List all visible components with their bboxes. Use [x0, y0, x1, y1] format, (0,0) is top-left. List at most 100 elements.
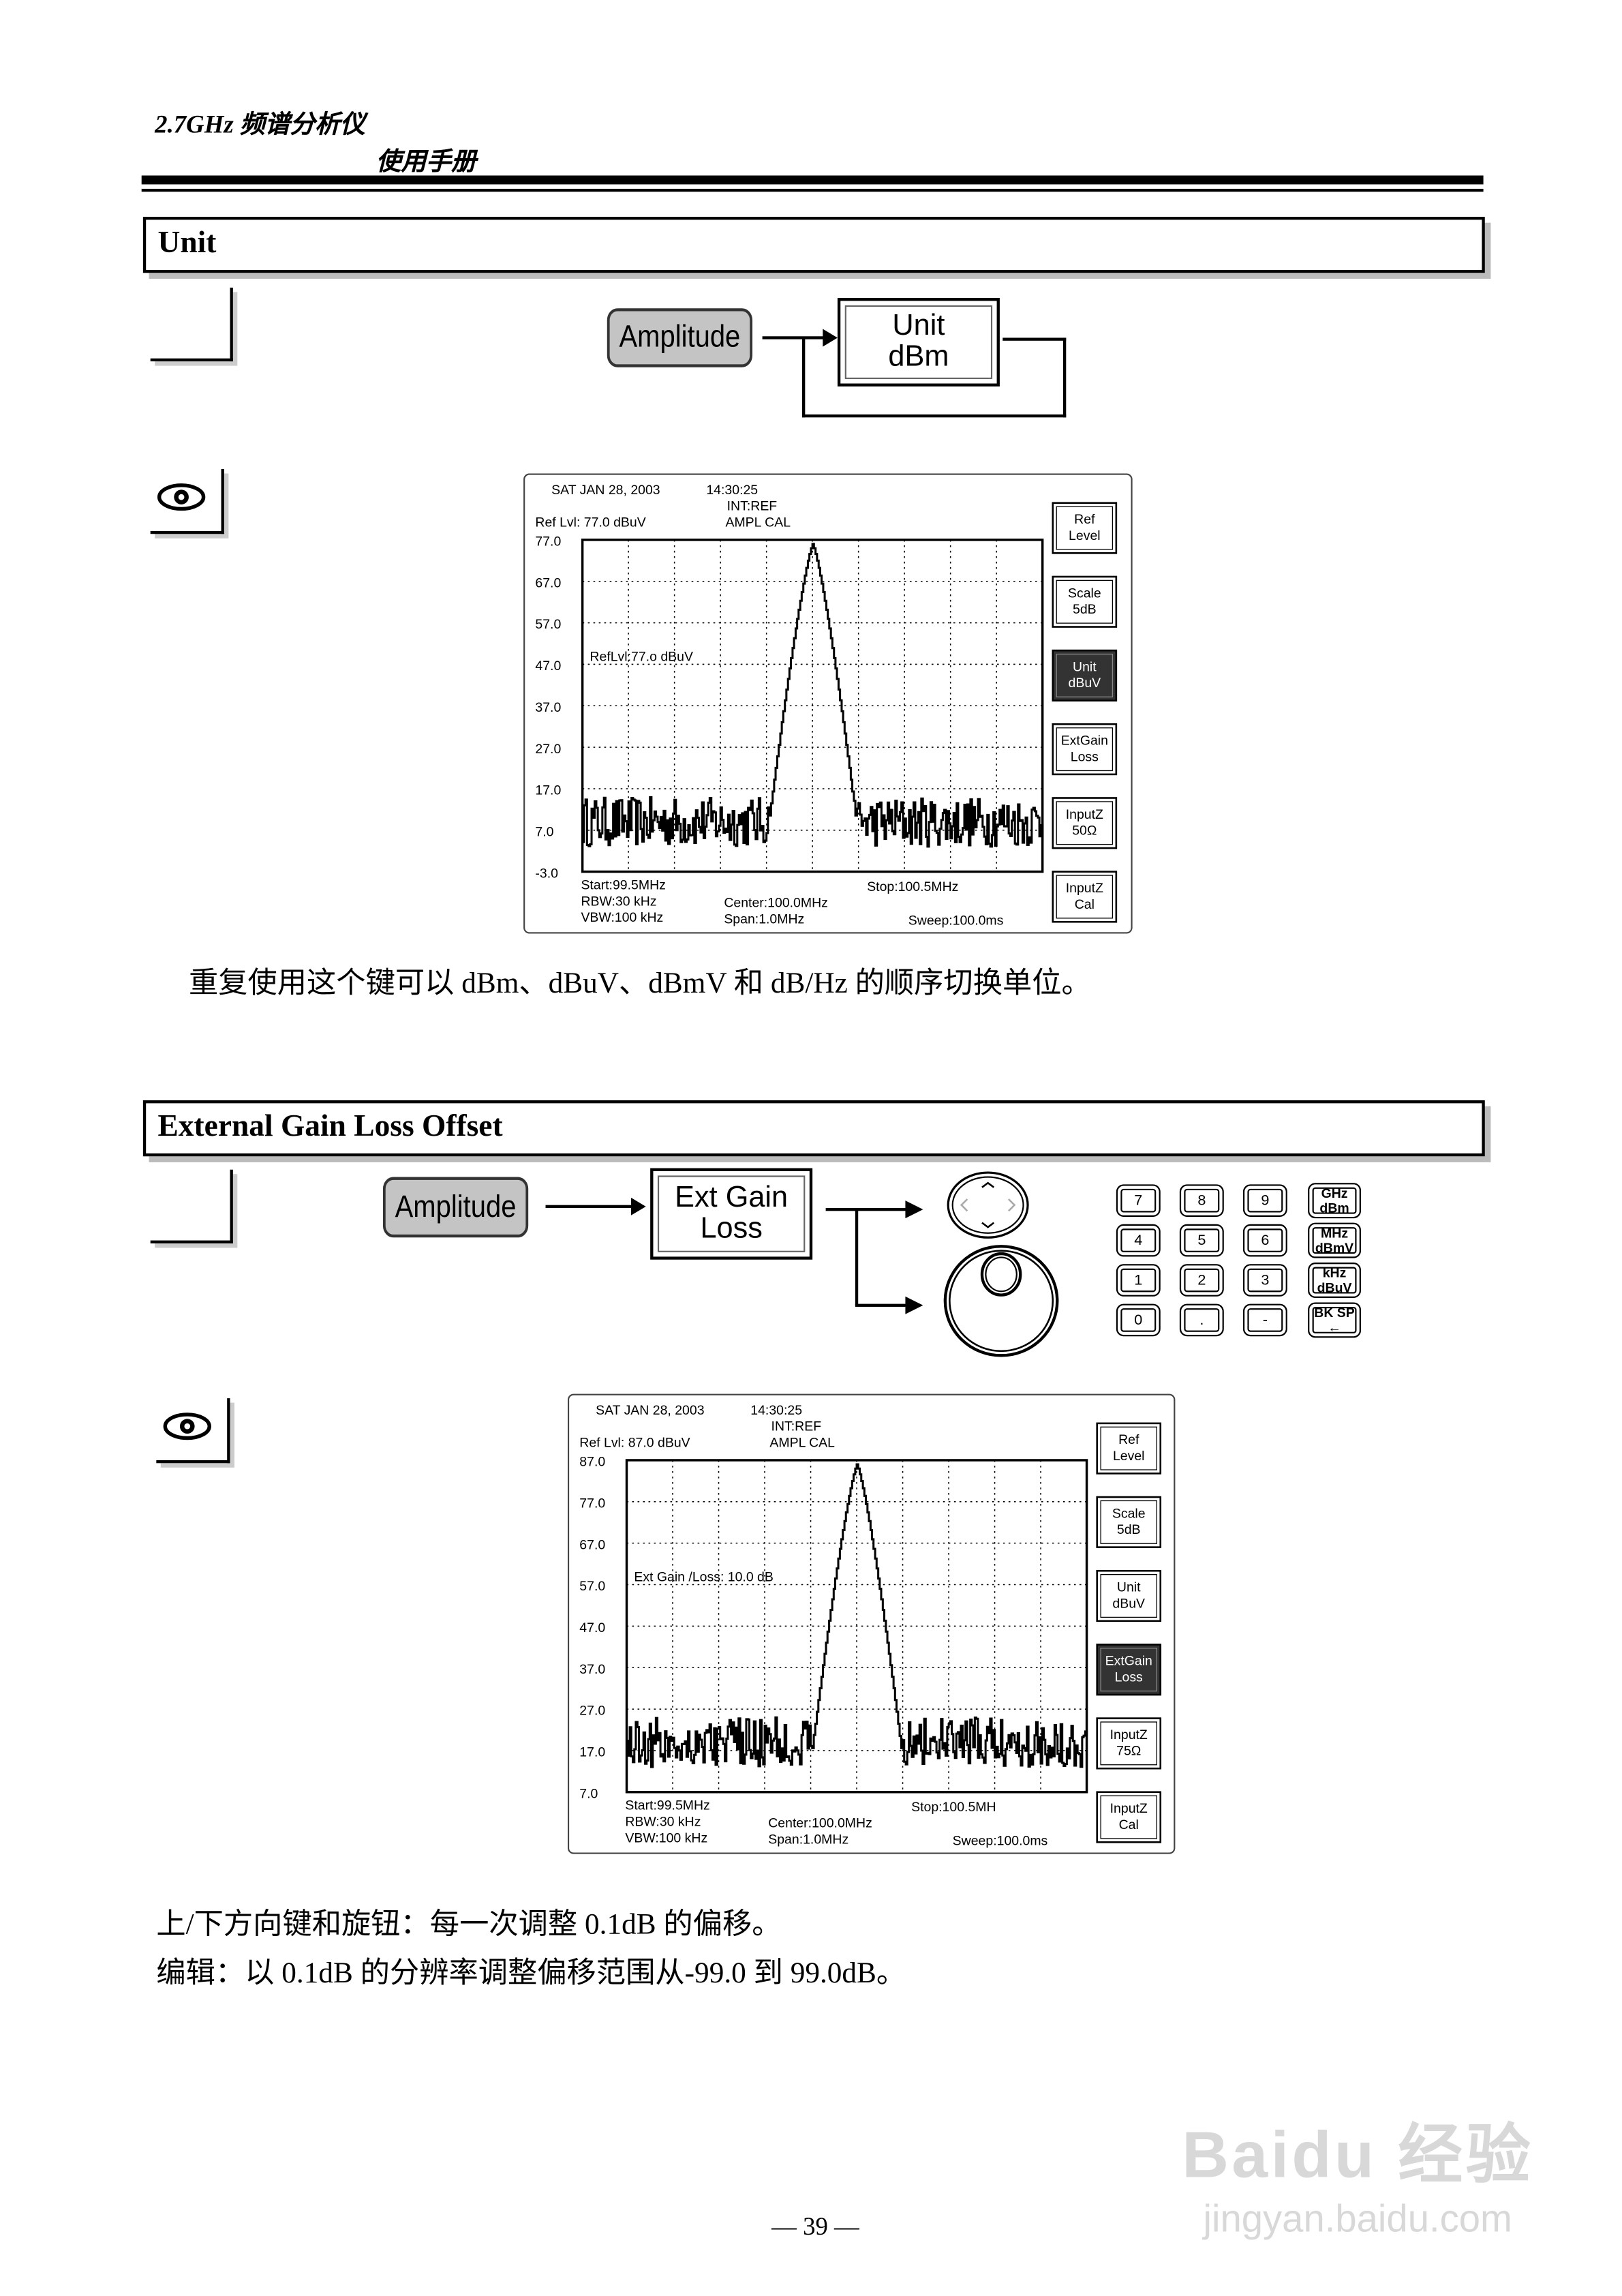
- rotary-knob-icon[interactable]: [940, 1243, 1061, 1359]
- keypad-key[interactable]: .: [1179, 1303, 1224, 1337]
- screen-sweep: Sweep:100.0ms: [953, 1834, 1048, 1849]
- softkey-label: InputZ: [1066, 807, 1103, 822]
- softkey-label: Loss: [1071, 749, 1099, 764]
- eye-icon: [163, 1413, 211, 1440]
- arrow-head-icon: [823, 329, 838, 347]
- unit-key[interactable]: kHz dBuV: [1308, 1263, 1362, 1298]
- y-tick-label: 77.0: [579, 1496, 605, 1511]
- softkey-label: 75Ω: [1116, 1744, 1141, 1759]
- unit-key[interactable]: BK SP ←: [1308, 1302, 1362, 1338]
- screen-date: SAT JAN 28, 2003: [596, 1403, 704, 1418]
- numeric-keypad: 7 8 9 4 5 6 1 2 3 0. - GHz dBm MHz dBmV kHz dBuV BK SP ←: [1116, 1183, 1367, 1345]
- header-rule-thin: [141, 188, 1484, 192]
- screen-ampl-cal: AMPL CAL: [725, 515, 791, 530]
- section-title-text: Unit: [157, 224, 217, 260]
- y-tick-label: 27.0: [535, 742, 561, 757]
- screen-time: 14:30:25: [706, 483, 758, 498]
- unit-description: 重复使用这个键可以 dBm、dBuV、dBmV 和 dB/Hz 的顺序切换单位。: [188, 967, 1091, 1000]
- keypad-key[interactable]: 4: [1116, 1224, 1161, 1257]
- arrow-line: [825, 1207, 908, 1211]
- keypad-key[interactable]: 1: [1116, 1264, 1161, 1297]
- page-number: — 39 —: [771, 2212, 859, 2241]
- y-tick-label: 67.0: [579, 1537, 605, 1552]
- keypad-key[interactable]: 7: [1116, 1184, 1161, 1217]
- softkey-label: Scale: [1068, 586, 1101, 601]
- ext-gain-loss-softkey[interactable]: Ext Gain Loss: [650, 1168, 813, 1260]
- keypad-key[interactable]: 5: [1179, 1224, 1224, 1257]
- display-icon-box: [156, 1398, 230, 1464]
- keypad-key[interactable]: 8: [1179, 1184, 1224, 1217]
- arrow-keys-icon[interactable]: [944, 1170, 1032, 1241]
- screen-span: Span:1.0MHz: [768, 1832, 848, 1847]
- softkey-inputz-50[interactable]: InputZ 50Ω: [1052, 797, 1118, 849]
- softkey-label: Ref: [1118, 1432, 1139, 1447]
- y-tick-label: 17.0: [535, 783, 561, 798]
- arrow-line: [545, 1205, 634, 1208]
- keypad-key[interactable]: 0: [1116, 1303, 1161, 1337]
- loop-line: [1062, 337, 1067, 418]
- softkey-label: Level: [1069, 528, 1101, 543]
- softkey-label: ExtGain: [1105, 1654, 1152, 1669]
- softkey-label: Cal: [1119, 1817, 1139, 1832]
- spectrum-screen-ext-gain: SAT JAN 28, 2003 14:30:25 INT:REF AMPL CAL R…: [567, 1393, 1176, 1854]
- header-rule: [141, 175, 1484, 185]
- y-tick-label: 7.0: [579, 1786, 598, 1801]
- softkey-label: 50Ω: [1072, 824, 1097, 839]
- screen-date: SAT JAN 28, 2003: [551, 483, 660, 498]
- header-title: 2.7GHz 频谱分析仪: [155, 110, 365, 139]
- screen-ref-level: Ref Lvl: 77.0 dBuV: [535, 515, 645, 530]
- softkey-label: Ext Gain: [675, 1181, 789, 1214]
- y-tick-label: 77.0: [535, 534, 561, 549]
- softkey-label: InputZ: [1066, 881, 1103, 896]
- y-tick-label: 47.0: [535, 659, 561, 674]
- unit-key-label: dBmV: [1315, 1240, 1354, 1256]
- screen-time: 14:30:25: [750, 1403, 802, 1418]
- y-tick-label: 57.0: [535, 617, 561, 632]
- unit-key-label: ←: [1328, 1320, 1341, 1335]
- unit-key[interactable]: MHz dBmV: [1308, 1222, 1362, 1258]
- unit-softkey[interactable]: Unit dBm: [837, 298, 1000, 387]
- softkey-label: InputZ: [1110, 1801, 1148, 1816]
- ext-description-1: 上/下方向键和旋钮：每一次调整 0.1dB 的偏移。: [156, 1908, 782, 1942]
- spectrum-screen-unit: SAT JAN 28, 2003 14:30:25 INT:REF AMPL CAL R…: [523, 473, 1133, 934]
- spectrum-trace: [626, 1463, 1088, 1768]
- screen-annotation: RefLvl:77.o dBuV: [590, 649, 693, 664]
- screen-start: Start:99.5MHz: [581, 878, 665, 893]
- screen-int-ref: INT:REF: [771, 1419, 822, 1434]
- softkey-label: dBuV: [1069, 676, 1101, 691]
- loop-line: [801, 414, 1067, 418]
- ext-description-2: 编辑：以 0.1dB 的分辨率调整偏移范围从-99.0 到 99.0dB。: [156, 1957, 906, 1990]
- watermark-logo: Baidu 经验: [1182, 2119, 1534, 2192]
- keypad-key[interactable]: 6: [1242, 1224, 1287, 1257]
- keypad-key[interactable]: 2: [1179, 1264, 1224, 1297]
- arrow-line: [762, 336, 829, 339]
- unit-key-label: kHz: [1322, 1265, 1347, 1281]
- unit-key[interactable]: GHz dBm: [1308, 1183, 1362, 1219]
- section-title-ext-gain: External Gain Loss Offset: [142, 1100, 1485, 1157]
- softkey-label: 5dB: [1117, 1522, 1141, 1537]
- keypad-key[interactable]: 9: [1242, 1184, 1287, 1217]
- screen-ampl-cal: AMPL CAL: [769, 1435, 835, 1450]
- loop-line: [1003, 337, 1067, 341]
- softkey-value: dBm: [888, 340, 949, 374]
- amplitude-hardkey[interactable]: Amplitude: [382, 1177, 529, 1238]
- keypad-key[interactable]: -: [1242, 1303, 1287, 1337]
- keypad-key[interactable]: 3: [1242, 1264, 1287, 1297]
- softkey-label: Cal: [1075, 897, 1095, 912]
- eye-icon: [157, 483, 206, 511]
- unit-key-label: BK SP: [1314, 1305, 1355, 1320]
- screen-center: Center:100.0MHz: [768, 1816, 872, 1831]
- softkey-inputz-75[interactable]: InputZ 75Ω: [1096, 1717, 1162, 1770]
- amplitude-hardkey[interactable]: Amplitude: [607, 308, 753, 367]
- softkey-label: Loss: [1115, 1670, 1143, 1685]
